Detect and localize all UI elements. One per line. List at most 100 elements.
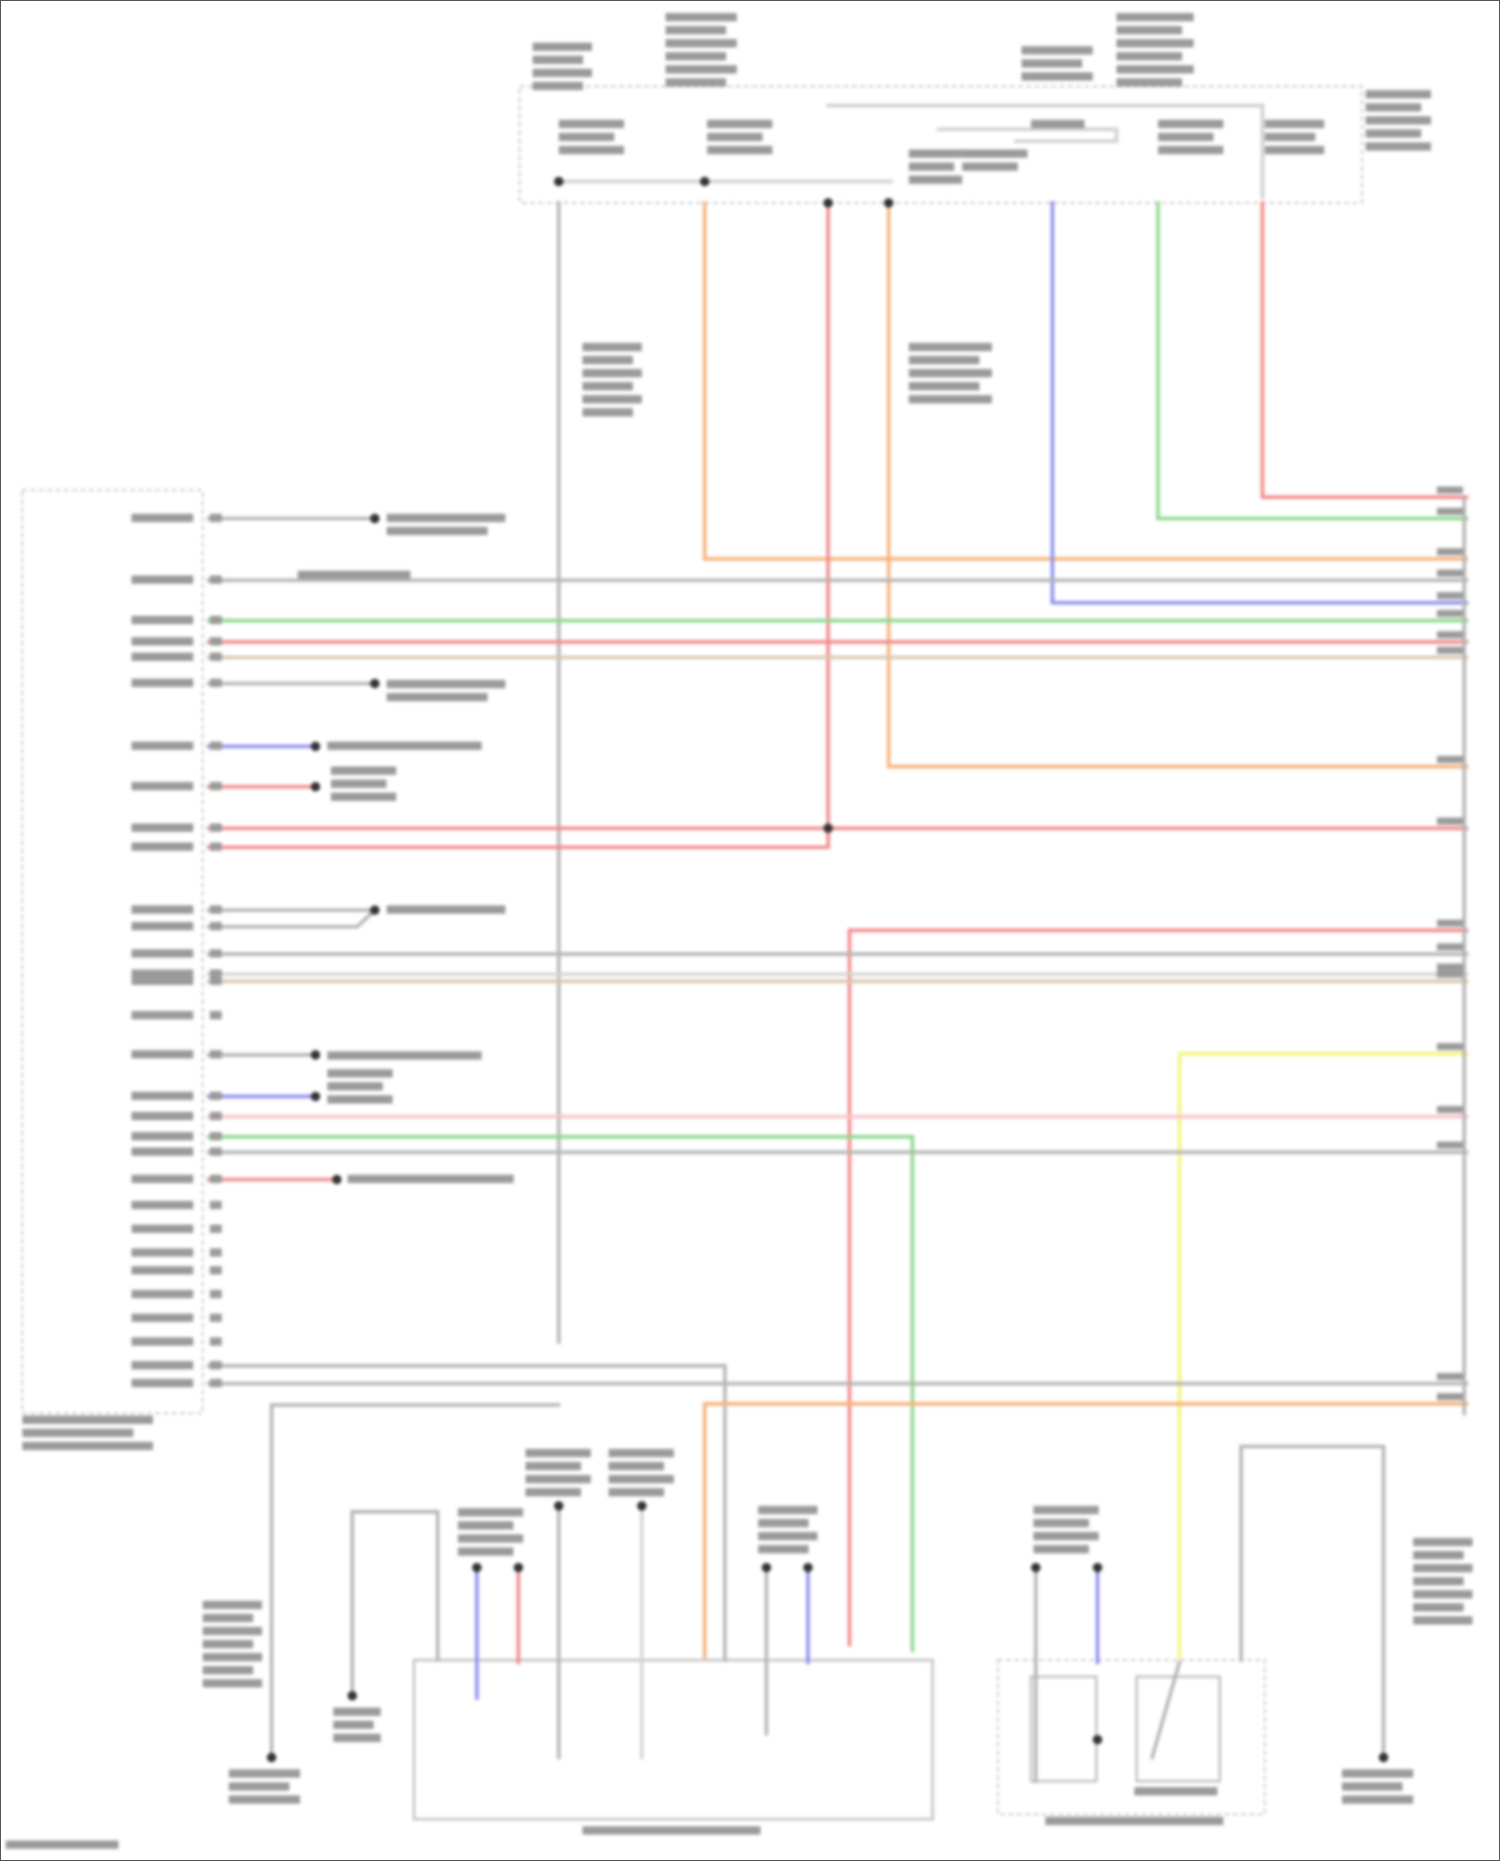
junction-dot (554, 1501, 564, 1511)
pin-number (209, 1361, 222, 1370)
illegible-label (608, 1475, 674, 1484)
pin-number (209, 678, 222, 688)
pin-number (209, 1337, 222, 1346)
illegible-label (582, 395, 642, 404)
illegible-label (1365, 116, 1431, 125)
illegible-label (525, 1461, 582, 1471)
illegible-label (1021, 59, 1083, 68)
illegible-label (707, 119, 773, 129)
internal-bus (556, 103, 1265, 199)
illegible-label (962, 162, 1018, 171)
illegible-label (665, 78, 727, 87)
junction-dot (699, 176, 710, 187)
illegible-label (1413, 1537, 1473, 1547)
illegible-label (1033, 1545, 1089, 1554)
illegible-label (1413, 1550, 1464, 1560)
illegible-label (330, 766, 397, 775)
illegible-label (457, 1534, 524, 1543)
wire-code-label (1436, 755, 1464, 763)
illegible-label (1413, 1616, 1473, 1625)
illegible-label (1365, 142, 1431, 151)
junction-dot (370, 905, 380, 915)
junction-dot (637, 1501, 647, 1511)
pin-label (131, 781, 194, 791)
illegible-label (5, 1840, 119, 1849)
pin-label (131, 1174, 194, 1184)
illegible-label (608, 1448, 674, 1458)
illegible-label (758, 1518, 809, 1528)
junction-dot (513, 1562, 524, 1573)
pin-label (131, 652, 194, 661)
junction-dot (370, 513, 380, 524)
wire-code-label (1436, 963, 1464, 971)
wire-code-label (1436, 817, 1464, 825)
illegible-label (1413, 1603, 1464, 1612)
illegible-label (1033, 1505, 1099, 1515)
illegible-label (202, 1639, 254, 1649)
pin-label (131, 575, 194, 584)
illegible-label (1413, 1577, 1464, 1586)
motor-symbol-box (1029, 1675, 1098, 1783)
pin-label (131, 1111, 194, 1121)
pin-label (131, 1200, 194, 1210)
wire-code-label (1436, 1141, 1464, 1149)
illegible-label (758, 1545, 809, 1554)
pin-label (131, 1011, 194, 1020)
wire-code-label (1436, 919, 1464, 927)
pin-label (131, 1266, 194, 1275)
illegible-label (228, 1795, 301, 1804)
illegible-label (228, 1769, 301, 1778)
wire-red (206, 201, 830, 850)
control-module-outline (21, 489, 204, 1415)
illegible-label (1264, 145, 1325, 155)
wire-code-label (1436, 1372, 1464, 1381)
illegible-label (202, 1653, 263, 1662)
illegible-label (22, 1428, 134, 1438)
illegible-label (558, 132, 615, 142)
illegible-label (908, 162, 955, 171)
illegible-label (1365, 90, 1431, 99)
illegible-label (1116, 78, 1183, 87)
pin-number (209, 1091, 222, 1101)
wire-red (1260, 201, 1469, 499)
pin-label (131, 823, 194, 832)
wire-code-label (1436, 486, 1464, 494)
illegible-label (327, 1095, 393, 1104)
illegible-label (1134, 1787, 1218, 1796)
junction-dot (472, 1562, 482, 1573)
switch-symbol-box (1135, 1675, 1221, 1783)
illegible-label (582, 1826, 761, 1835)
pin-number (209, 1174, 222, 1184)
pin-label (131, 615, 194, 625)
pin-number (209, 1011, 222, 1020)
bottom-connector-right (996, 1659, 1266, 1816)
illegible-label (347, 1174, 514, 1184)
illegible-label (22, 1441, 153, 1451)
pin-number (209, 513, 222, 523)
pin-number (209, 1289, 222, 1299)
pin-label (131, 1224, 194, 1233)
illegible-label (532, 55, 584, 65)
wire-code-label (1436, 1043, 1464, 1051)
illegible-label (386, 679, 506, 689)
junction-dot (803, 1562, 813, 1573)
pin-label (131, 513, 194, 523)
pin-number (209, 1050, 222, 1059)
pin-number (209, 1378, 222, 1388)
illegible-label (202, 1626, 263, 1636)
wire-code-label (1436, 592, 1464, 600)
wire-code-label (1436, 507, 1464, 515)
illegible-label (1116, 52, 1183, 61)
illegible-label (758, 1531, 818, 1541)
illegible-label (327, 1082, 383, 1091)
wire-blue (1050, 201, 1469, 605)
illegible-label (582, 382, 633, 391)
illegible-label (1116, 26, 1183, 35)
pin-number (209, 905, 222, 914)
illegible-label (297, 570, 411, 580)
pin-label (131, 1289, 194, 1299)
illegible-label (1264, 132, 1316, 142)
illegible-label (333, 1707, 381, 1716)
illegible-label (665, 26, 727, 35)
illegible-label (386, 692, 488, 702)
